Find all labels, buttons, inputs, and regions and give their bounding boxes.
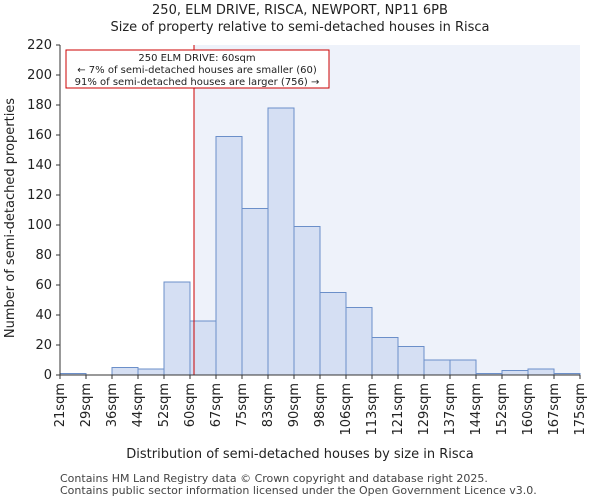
x-tick-label: 44sqm bbox=[131, 383, 146, 427]
chart-subtitle: Size of property relative to semi-detach… bbox=[110, 20, 489, 35]
x-tick-label: 152sqm bbox=[495, 383, 510, 436]
footer-copyright: Contains HM Land Registry data © Crown c… bbox=[60, 472, 488, 485]
y-tick-label: 60 bbox=[35, 278, 52, 293]
x-axis-label: Distribution of semi-detached houses by … bbox=[126, 447, 474, 462]
y-tick-label: 140 bbox=[27, 158, 52, 173]
bar-90sqm bbox=[293, 226, 321, 376]
x-tick-label: 160sqm bbox=[521, 383, 536, 436]
bar-113sqm bbox=[371, 337, 399, 376]
y-tick-label: 160 bbox=[27, 128, 52, 143]
x-tick-label: 167sqm bbox=[547, 383, 562, 436]
x-tick-label: 113sqm bbox=[365, 383, 380, 436]
chart-title: 250, ELM DRIVE, RISCA, NEWPORT, NP11 6PB bbox=[152, 3, 448, 18]
x-tick-label: 83sqm bbox=[261, 383, 276, 427]
x-tick-label: 144sqm bbox=[469, 383, 484, 436]
x-tick-label: 67sqm bbox=[209, 383, 224, 427]
bar-36sqm bbox=[111, 367, 139, 376]
bar-129sqm bbox=[423, 359, 451, 376]
x-tick-label: 29sqm bbox=[79, 383, 94, 427]
x-tick-label: 175sqm bbox=[573, 383, 588, 436]
bar-75sqm bbox=[241, 208, 269, 376]
y-tick-label: 80 bbox=[35, 248, 52, 263]
annotation-border bbox=[65, 49, 330, 89]
annotation-box: 250 ELM DRIVE: 60sqm ← 7% of semi-detach… bbox=[65, 49, 330, 89]
bar-52sqm bbox=[163, 281, 191, 376]
bar-152sqm bbox=[501, 370, 529, 376]
x-tick-label: 129sqm bbox=[417, 383, 432, 436]
bar-160sqm bbox=[527, 368, 555, 376]
x-tick-label: 90sqm bbox=[287, 383, 302, 427]
x-tick-label: 52sqm bbox=[157, 383, 172, 427]
y-tick-label: 220 bbox=[27, 38, 52, 53]
x-tick-label: 121sqm bbox=[391, 383, 406, 436]
y-tick-label: 100 bbox=[27, 218, 52, 233]
x-tick-label: 75sqm bbox=[235, 383, 250, 427]
x-tick-label: 106sqm bbox=[339, 383, 354, 436]
y-tick-label: 20 bbox=[35, 338, 52, 353]
x-tick-label: 36sqm bbox=[105, 383, 120, 427]
bar-44sqm bbox=[137, 368, 165, 376]
bar-137sqm bbox=[449, 359, 477, 376]
y-tick-label: 0 bbox=[44, 368, 52, 383]
x-tick-label: 98sqm bbox=[313, 383, 328, 427]
footer-licence: Contains public sector information licen… bbox=[60, 484, 537, 497]
y-tick-label: 180 bbox=[27, 98, 52, 113]
y-tick-label: 40 bbox=[35, 308, 52, 323]
bar-98sqm bbox=[319, 292, 347, 376]
y-axis-label: Number of semi-detached properties bbox=[3, 98, 18, 338]
x-tick-label: 60sqm bbox=[183, 383, 198, 427]
bar-121sqm bbox=[397, 346, 425, 376]
annotation-title: 250 ELM DRIVE: 60sqm bbox=[138, 53, 255, 64]
x-tick-label: 137sqm bbox=[443, 383, 458, 436]
bar-67sqm bbox=[215, 136, 243, 376]
y-tick-label: 120 bbox=[27, 188, 52, 203]
bar-83sqm bbox=[267, 107, 295, 376]
annotation-smaller: ← 7% of semi-detached houses are smaller… bbox=[77, 65, 317, 76]
annotation-larger: 91% of semi-detached houses are larger (… bbox=[75, 77, 320, 88]
y-tick-label: 200 bbox=[27, 68, 52, 83]
bar-106sqm bbox=[345, 307, 373, 376]
x-tick-label: 21sqm bbox=[53, 383, 68, 427]
